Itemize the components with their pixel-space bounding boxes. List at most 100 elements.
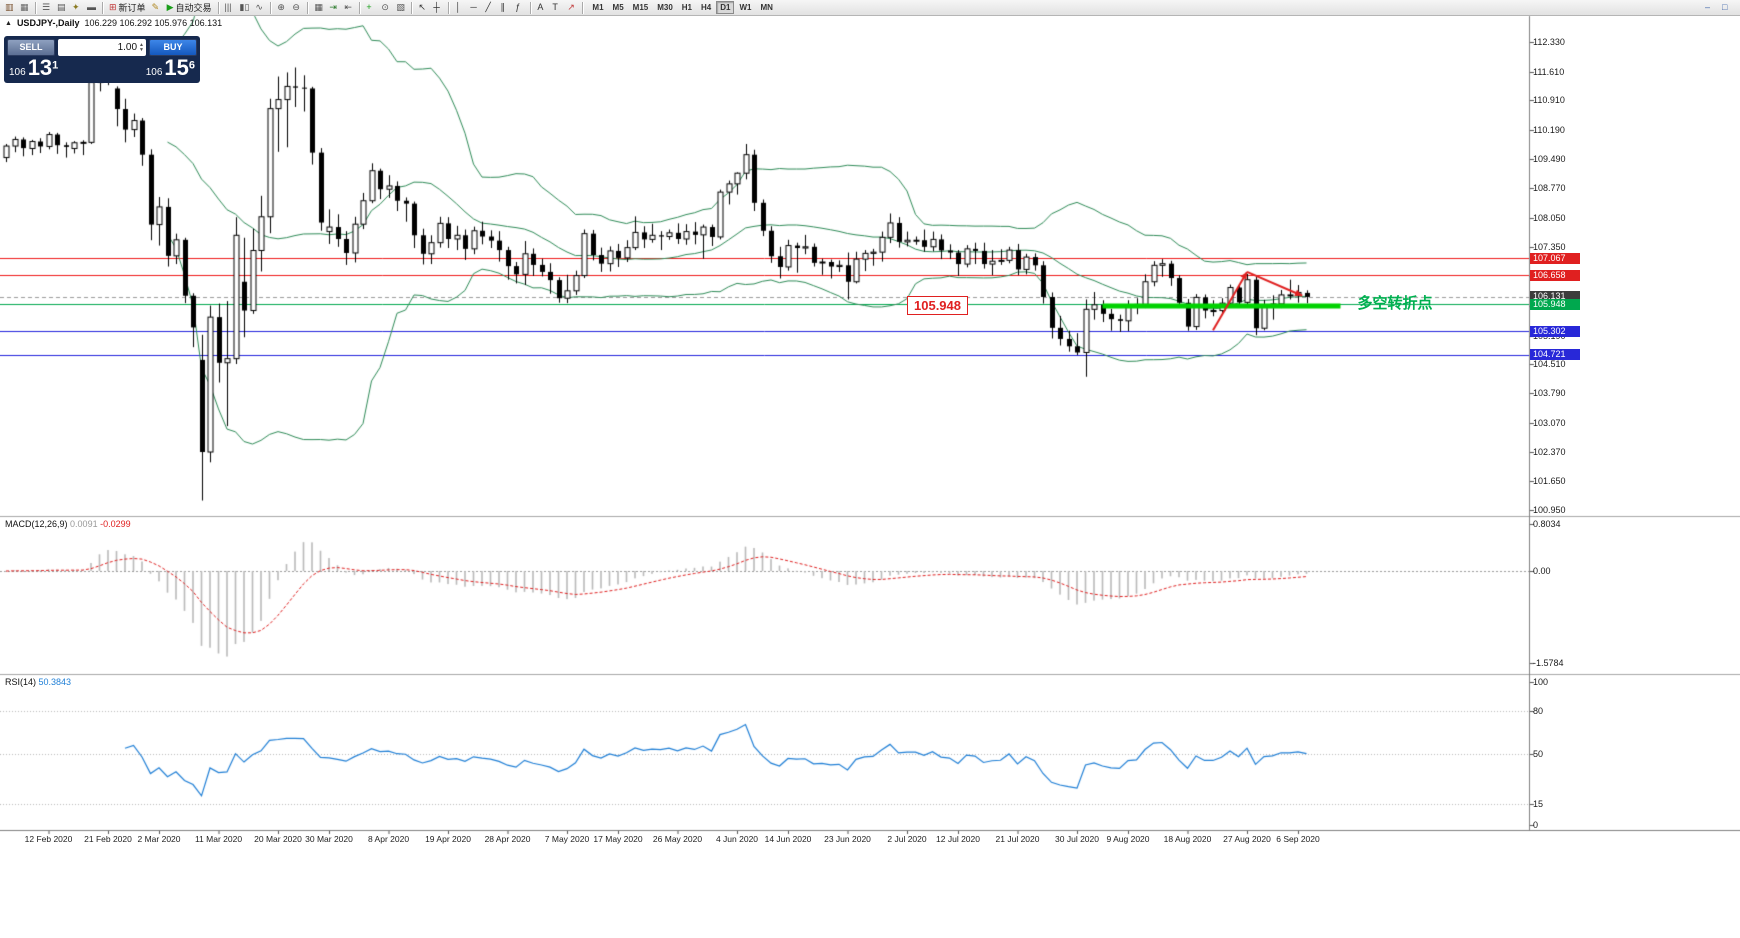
navigator-button[interactable]: ✦ xyxy=(69,1,84,15)
timeframe-m30-button[interactable]: M30 xyxy=(653,1,677,14)
templates-icon: ▧ xyxy=(396,2,405,12)
horizontal-line-tool-button[interactable]: ─ xyxy=(467,1,482,15)
zoom-in-button[interactable]: ⊕ xyxy=(274,1,289,15)
toolbar-right-group: – □ xyxy=(1702,1,1738,15)
terminal-button[interactable]: ▬ xyxy=(84,1,99,15)
indicators-list-button[interactable]: + xyxy=(363,1,378,15)
sell-button[interactable]: SELL xyxy=(7,39,55,56)
tile-windows-button[interactable]: ▦ xyxy=(311,1,326,15)
date-axis-label: 6 Sep 2020 xyxy=(1276,834,1320,844)
line-chart-mode-button[interactable]: ∿ xyxy=(252,1,267,15)
data-window-icon: ▤ xyxy=(57,2,66,12)
timeframe-m5-button[interactable]: M5 xyxy=(609,1,628,14)
one-click-trading-panel: SELL 1.00 ▲ ▼ BUY 106131 106156 xyxy=(4,36,200,83)
vertical-line-tool-button[interactable]: │ xyxy=(452,1,467,15)
buy-price-pips: 15 xyxy=(164,55,189,80)
periods-button[interactable]: ⊙ xyxy=(378,1,393,15)
turning-point-annotation[interactable]: 多空转折点 xyxy=(1357,295,1433,312)
date-axis-label: 2 Jul 2020 xyxy=(887,834,927,844)
macd-axis-tick: -1.5784 xyxy=(1533,658,1564,668)
macd-axis-tick: 0.8034 xyxy=(1533,519,1561,529)
chart-minimize-button[interactable]: – xyxy=(1702,1,1717,15)
chart-restore-button[interactable]: □ xyxy=(1719,1,1734,15)
channel-tool-button[interactable]: ∥ xyxy=(497,1,512,15)
bar-chart-mode-button[interactable]: ||| xyxy=(222,1,237,15)
rsi-axis-tick: 0 xyxy=(1533,820,1539,830)
price-axis-tick: 103.070 xyxy=(1533,418,1566,428)
auto-trading-button[interactable]: ▶ 自动交易 xyxy=(164,1,215,15)
chart-restore-icon: □ xyxy=(1722,2,1728,12)
timeframe-w1-button[interactable]: W1 xyxy=(735,1,755,14)
timeframe-m1-button[interactable]: M1 xyxy=(588,1,607,14)
chart-minimize-icon: – xyxy=(1705,2,1711,12)
timeframe-m15-button[interactable]: M15 xyxy=(629,1,653,14)
metaeditor-button[interactable]: ✎ xyxy=(149,1,164,15)
volume-up-icon[interactable]: ▲ xyxy=(139,41,144,48)
candlestick-mode-button[interactable]: ▮▯ xyxy=(237,1,253,15)
volume-down-icon[interactable]: ▼ xyxy=(139,46,144,53)
auto-scroll-button[interactable]: ⇥ xyxy=(326,1,341,15)
crosshair-tool-button[interactable]: ┼ xyxy=(430,1,445,15)
cursor-tool-button[interactable]: ↖ xyxy=(415,1,430,15)
toolbar-separator xyxy=(411,1,413,14)
hline-price-label: 105.302 xyxy=(1530,326,1580,337)
date-axis-label: 12 Jul 2020 xyxy=(936,834,980,844)
date-axis-label: 12 Feb 2020 xyxy=(24,834,73,844)
new-order-button[interactable]: ⊞ 新订单 xyxy=(106,1,149,15)
date-axis-label: 2 Mar 2020 xyxy=(137,834,181,844)
toolbar-separator xyxy=(582,1,584,14)
price-axis-tick: 104.510 xyxy=(1533,359,1566,369)
line-chart-mode-icon: ∿ xyxy=(255,2,263,12)
market-watch-button[interactable]: ☰ xyxy=(39,1,54,15)
volume-value: 1.00 xyxy=(117,42,138,53)
zoom-out-button[interactable]: ⊖ xyxy=(289,1,304,15)
date-axis-label: 7 May 2020 xyxy=(544,834,590,844)
text-tool-icon: A xyxy=(537,2,544,12)
market-watch-icon: ☰ xyxy=(42,2,51,12)
chart-shift-button[interactable]: ⇤ xyxy=(341,1,356,15)
trendline-tool-button[interactable]: ╱ xyxy=(482,1,497,15)
profiles-icon: ▦ xyxy=(20,2,29,12)
new-order-icon: ⊞ xyxy=(109,2,117,12)
date-axis-label: 18 Aug 2020 xyxy=(1163,834,1212,844)
new-chart-button[interactable]: ▥ xyxy=(2,1,17,15)
text-tool-button[interactable]: A xyxy=(534,1,549,15)
price-axis-tick: 108.770 xyxy=(1533,183,1566,193)
rsi-axis-tick: 50 xyxy=(1533,749,1544,759)
profiles-button[interactable]: ▦ xyxy=(17,1,32,15)
label-tool-icon: T xyxy=(552,2,558,12)
price-axis-tick: 107.350 xyxy=(1533,242,1566,252)
volume-field[interactable]: 1.00 ▲ ▼ xyxy=(58,39,146,56)
buy-price-base: 106 xyxy=(145,67,163,78)
channel-tool-icon: ∥ xyxy=(500,2,505,12)
symbol-period-label: USDJPY-,Daily xyxy=(16,18,80,28)
macd-axis-tick: 0.00 xyxy=(1533,566,1551,576)
one-click-toggle-icon[interactable]: ▲ xyxy=(5,19,12,27)
volume-spinner[interactable]: ▲ ▼ xyxy=(139,41,144,53)
new-chart-icon: ▥ xyxy=(5,2,14,12)
zoom-out-icon: ⊖ xyxy=(292,2,300,12)
macd-signal-value: -0.0299 xyxy=(100,519,131,529)
hline-price-label: 106.658 xyxy=(1530,270,1580,281)
price-axis-tick: 110.190 xyxy=(1533,125,1565,135)
timeframe-d1-button[interactable]: D1 xyxy=(716,1,735,14)
chart-shift-icon: ⇤ xyxy=(344,2,352,12)
price-axis-tick: 112.330 xyxy=(1533,37,1565,47)
rsi-value: 50.3843 xyxy=(38,677,72,687)
templates-button[interactable]: ▧ xyxy=(393,1,408,15)
price-callout-label[interactable]: 105.948 xyxy=(907,296,968,315)
sell-price-base: 106 xyxy=(9,67,26,78)
arrows-tool-button[interactable]: ↗ xyxy=(564,1,579,15)
fibonacci-tool-button[interactable]: ƒ xyxy=(512,1,527,15)
timeframe-h4-button[interactable]: H4 xyxy=(697,1,715,14)
data-window-button[interactable]: ▤ xyxy=(54,1,69,15)
chart-symbol-title: ▲ USDJPY-,Daily 106.229 106.292 105.976 … xyxy=(5,18,222,28)
hline-price-label: 105.948 xyxy=(1530,299,1580,310)
timeframe-mn-button[interactable]: MN xyxy=(756,1,776,14)
timeframe-h1-button[interactable]: H1 xyxy=(678,1,696,14)
label-tool-button[interactable]: T xyxy=(549,1,564,15)
auto-trading-icon: ▶ xyxy=(166,2,174,12)
metaeditor-icon: ✎ xyxy=(151,2,160,12)
buy-button[interactable]: BUY xyxy=(149,39,197,56)
